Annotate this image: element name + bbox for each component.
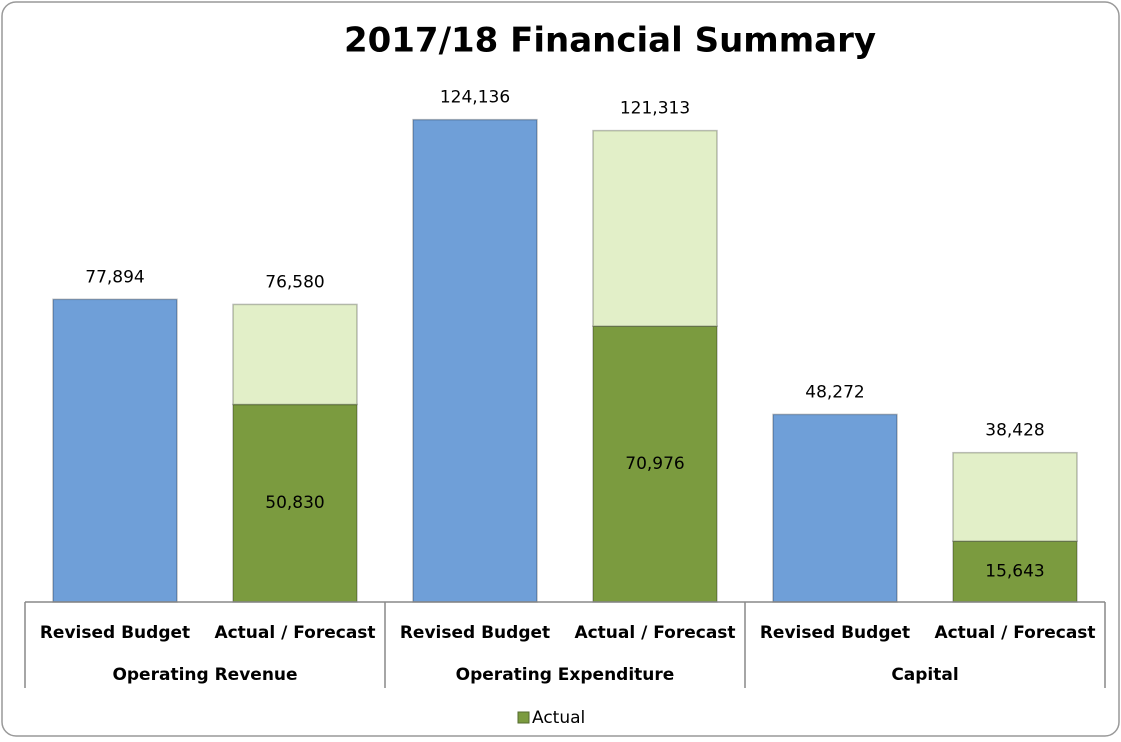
data-label: 15,643 [985, 562, 1044, 582]
total-label: 77,894 [85, 267, 144, 287]
total-label: 48,272 [805, 382, 864, 402]
data-label: 50,830 [265, 493, 324, 513]
x-tick-label: Actual / Forecast [574, 623, 735, 643]
chart-title: 2017/18 Financial Summary [344, 21, 876, 61]
data-label: 70,976 [625, 454, 684, 474]
bar-segment [952, 451, 1078, 542]
group-label: Operating Revenue [112, 665, 297, 685]
bar-segment [412, 118, 538, 603]
bar-segment [772, 413, 898, 603]
x-tick-label: Revised Budget [40, 623, 190, 643]
bar-segment [952, 540, 1078, 603]
total-label: 121,313 [620, 99, 690, 119]
x-tick-label: Revised Budget [760, 623, 910, 643]
x-tick-label: Actual / Forecast [934, 623, 1095, 643]
legend-swatch [517, 711, 530, 724]
total-label: 76,580 [265, 272, 324, 292]
bar-segment [52, 298, 178, 603]
x-tick-label: Actual / Forecast [214, 623, 375, 643]
group-label: Capital [891, 665, 958, 685]
total-label: 38,428 [985, 421, 1044, 441]
bar-segment [232, 303, 358, 406]
total-label: 124,136 [440, 88, 510, 108]
legend-label: Actual [532, 708, 585, 728]
x-tick-label: Revised Budget [400, 623, 550, 643]
bar-segment [592, 325, 718, 603]
group-label: Operating Expenditure [456, 665, 675, 685]
bar-segment [232, 403, 358, 603]
bar-segment [592, 129, 718, 327]
